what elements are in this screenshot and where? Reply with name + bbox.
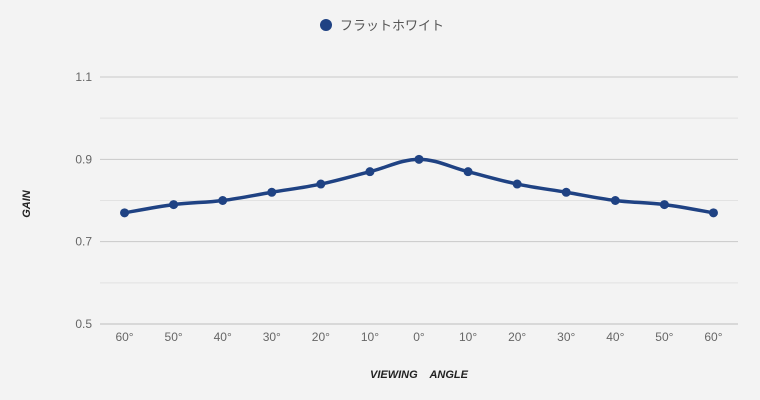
data-point[interactable] <box>120 208 130 218</box>
x-tick-label: 40° <box>606 330 624 344</box>
y-tick-label: 1.1 <box>75 70 92 84</box>
data-point[interactable] <box>512 179 522 189</box>
x-tick-label: 0° <box>413 330 425 344</box>
x-tick-label: 50° <box>165 330 183 344</box>
data-point[interactable] <box>316 179 326 189</box>
data-point[interactable] <box>414 154 424 164</box>
series-line <box>122 157 716 215</box>
x-tick-label: 40° <box>214 330 232 344</box>
data-point[interactable] <box>267 187 277 197</box>
data-point[interactable] <box>561 187 571 197</box>
y-tick-label: 0.9 <box>75 152 92 166</box>
y-tick-label: 0.5 <box>75 317 92 331</box>
series-layer <box>120 154 718 218</box>
x-tick-label: 50° <box>655 330 673 344</box>
x-tick-label: 20° <box>508 330 526 344</box>
legend: フラットホワイト <box>320 19 444 34</box>
x-tick-label: 60° <box>115 330 133 344</box>
x-axis-title: VIEWING ANGLE <box>370 369 469 381</box>
data-point[interactable] <box>169 200 179 210</box>
x-tick-label: 20° <box>312 330 330 344</box>
data-point[interactable] <box>610 196 620 205</box>
x-axis-ticks: 60° 50° 40° 30° 20° 10° 0° 10° 20° 30° 40° 50° 60° <box>115 330 722 344</box>
data-point[interactable] <box>218 196 228 205</box>
legend-label: フラットホワイト <box>340 19 444 34</box>
x-tick-label: 30° <box>557 330 575 344</box>
data-point[interactable] <box>659 200 669 210</box>
x-tick-label: 60° <box>704 330 722 344</box>
y-tick-label: 0.7 <box>75 235 92 249</box>
x-tick-label: 10° <box>361 330 379 344</box>
legend-marker-icon <box>320 19 332 31</box>
x-tick-label: 30° <box>263 330 281 344</box>
data-point[interactable] <box>708 208 718 218</box>
gridlines <box>100 76 738 325</box>
y-axis-ticks: 0.5 0.7 0.9 1.1 <box>75 70 92 331</box>
data-point[interactable] <box>463 167 473 177</box>
x-tick-label: 10° <box>459 330 477 344</box>
data-point[interactable] <box>365 167 375 177</box>
y-axis-title: GAIN <box>21 189 33 218</box>
